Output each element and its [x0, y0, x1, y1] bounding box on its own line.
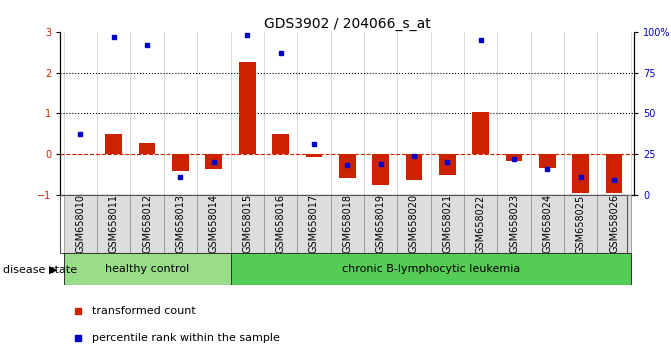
Bar	[64, 195, 97, 253]
Text: GSM658021: GSM658021	[442, 194, 452, 253]
Bar	[305, 154, 322, 157]
Text: percentile rank within the sample: percentile rank within the sample	[92, 333, 280, 343]
Text: GSM658020: GSM658020	[409, 194, 419, 253]
Bar	[339, 154, 356, 178]
Bar	[497, 195, 531, 253]
Bar	[264, 195, 297, 253]
Bar	[531, 195, 564, 253]
Bar	[97, 195, 130, 253]
Text: GSM658024: GSM658024	[542, 194, 552, 253]
Bar	[364, 195, 397, 253]
Bar	[231, 253, 631, 285]
Text: GSM658011: GSM658011	[109, 194, 119, 253]
Bar	[231, 195, 264, 253]
Bar	[372, 154, 389, 184]
Bar	[405, 154, 422, 181]
Bar	[172, 154, 189, 171]
Text: disease state: disease state	[3, 265, 77, 275]
Bar	[239, 62, 256, 154]
Text: GSM658012: GSM658012	[142, 194, 152, 253]
Bar	[272, 134, 289, 154]
Bar	[597, 195, 631, 253]
Bar	[331, 195, 364, 253]
Bar	[130, 195, 164, 253]
Title: GDS3902 / 204066_s_at: GDS3902 / 204066_s_at	[264, 17, 431, 31]
Text: GSM658014: GSM658014	[209, 194, 219, 253]
Text: GSM658016: GSM658016	[276, 194, 286, 253]
Text: GSM658022: GSM658022	[476, 194, 486, 253]
Text: healthy control: healthy control	[105, 264, 189, 274]
Text: chronic B-lymphocytic leukemia: chronic B-lymphocytic leukemia	[342, 264, 520, 274]
Bar	[431, 195, 464, 253]
Bar	[297, 195, 331, 253]
Bar	[464, 195, 497, 253]
Bar	[139, 143, 156, 154]
Text: GSM658019: GSM658019	[376, 194, 386, 253]
Bar	[539, 154, 556, 168]
Bar	[506, 154, 522, 161]
Text: GSM658010: GSM658010	[75, 194, 85, 253]
Text: transformed count: transformed count	[92, 306, 196, 316]
Bar	[164, 195, 197, 253]
Bar	[105, 134, 122, 154]
Bar	[564, 195, 597, 253]
Bar	[64, 253, 231, 285]
Text: GSM658013: GSM658013	[176, 194, 185, 253]
Text: GSM658025: GSM658025	[576, 194, 586, 253]
Bar	[472, 113, 489, 154]
Text: GSM658015: GSM658015	[242, 194, 252, 253]
Bar	[397, 195, 431, 253]
Text: ▶: ▶	[48, 265, 57, 275]
Text: GSM658026: GSM658026	[609, 194, 619, 253]
Bar	[439, 154, 456, 175]
Bar	[197, 195, 231, 253]
Bar	[606, 154, 623, 193]
Bar	[572, 154, 589, 193]
Bar	[205, 154, 222, 170]
Text: GSM658023: GSM658023	[509, 194, 519, 253]
Text: GSM658017: GSM658017	[309, 194, 319, 253]
Text: GSM658018: GSM658018	[342, 194, 352, 253]
